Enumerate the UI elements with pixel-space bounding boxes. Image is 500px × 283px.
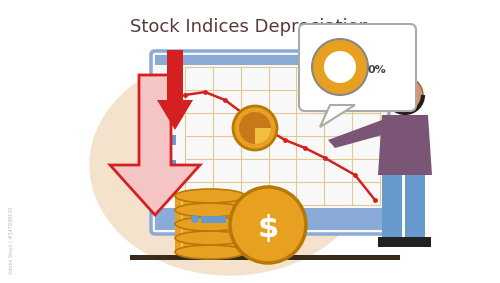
Bar	[158, 160, 176, 170]
Ellipse shape	[90, 55, 370, 275]
Polygon shape	[320, 105, 355, 127]
Bar	[201, 216, 226, 223]
Ellipse shape	[175, 245, 245, 259]
Text: Adobe Stock | #547939145: Adobe Stock | #547939145	[8, 206, 14, 274]
Bar	[405, 175, 425, 240]
Bar	[155, 208, 385, 230]
Circle shape	[312, 39, 368, 95]
FancyBboxPatch shape	[151, 51, 389, 234]
Bar	[175, 196, 245, 210]
Circle shape	[387, 77, 423, 113]
Bar	[155, 55, 385, 65]
Wedge shape	[255, 128, 271, 144]
Circle shape	[191, 215, 199, 223]
Ellipse shape	[175, 189, 245, 203]
FancyBboxPatch shape	[299, 24, 416, 111]
Bar	[378, 237, 406, 247]
Polygon shape	[110, 75, 200, 215]
Bar	[175, 238, 245, 252]
Bar	[158, 135, 176, 145]
Bar	[382, 175, 402, 240]
Bar	[130, 255, 400, 260]
Wedge shape	[239, 112, 271, 144]
Text: 0%: 0%	[368, 65, 386, 75]
Polygon shape	[157, 50, 193, 130]
Ellipse shape	[175, 231, 245, 245]
Bar	[175, 210, 245, 224]
Ellipse shape	[175, 217, 245, 231]
Bar	[158, 85, 176, 95]
Circle shape	[251, 215, 259, 223]
Polygon shape	[328, 120, 382, 148]
Bar	[158, 185, 176, 195]
Bar	[158, 110, 176, 120]
Bar	[403, 237, 431, 247]
Circle shape	[230, 187, 306, 263]
Bar	[261, 216, 286, 223]
Text: $: $	[258, 213, 278, 243]
Circle shape	[324, 51, 356, 83]
Text: Stock Indices Depreciation: Stock Indices Depreciation	[130, 18, 370, 36]
Polygon shape	[378, 115, 432, 175]
Ellipse shape	[175, 203, 245, 217]
Bar	[175, 224, 245, 238]
Circle shape	[233, 106, 277, 150]
